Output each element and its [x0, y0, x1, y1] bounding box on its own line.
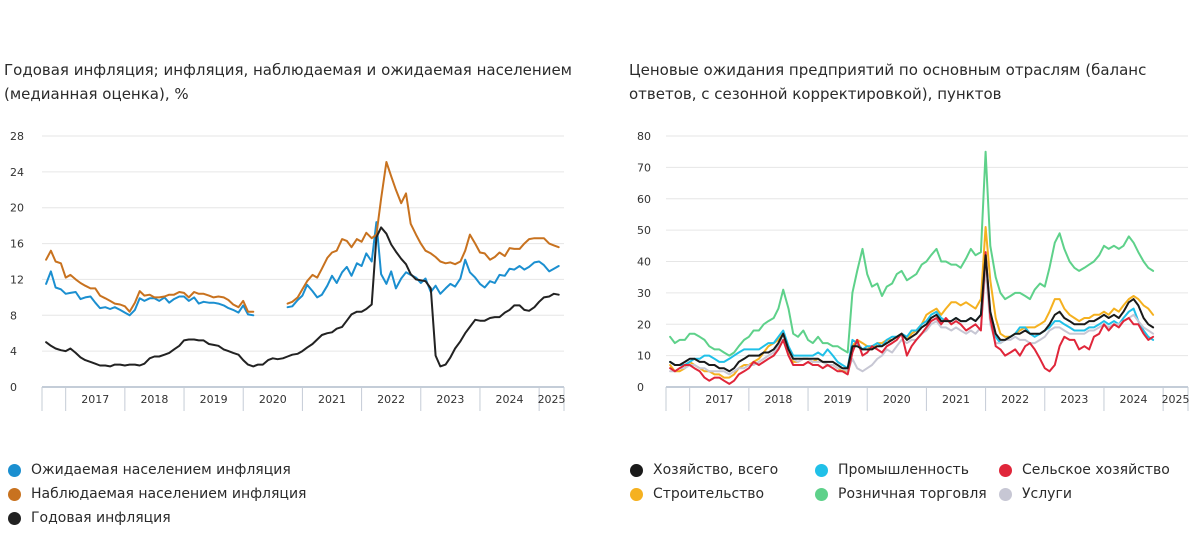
y-tick-label: 0 — [637, 381, 644, 394]
series-line-industry — [669, 260, 1155, 370]
legend-dot-icon — [999, 487, 1012, 501]
series-path — [45, 226, 560, 368]
right-chart: 0 10 20 30 40 50 60 70 80 2017 2018 2019 2020 2021 202… — [637, 130, 1190, 411]
x-tick-label: 2020 — [259, 393, 287, 406]
x-tick-label: 2022 — [1001, 393, 1029, 406]
x-tick-label: 2021 — [318, 393, 346, 406]
x-tick-label: 2020 — [883, 393, 911, 406]
legend-dot-icon — [8, 487, 21, 501]
legend-dot-icon — [630, 463, 643, 477]
y-tick-label: 80 — [637, 130, 651, 143]
legend-dot-icon — [8, 463, 21, 477]
series-line-economy — [669, 254, 1155, 373]
x-tick-label: 2023 — [1060, 393, 1088, 406]
legend-label: Сельское хозяйство — [1022, 462, 1170, 478]
series-path — [669, 226, 1155, 379]
x-tick-label: 2024 — [1120, 393, 1148, 406]
y-tick-label: 20 — [637, 318, 651, 331]
x-tick-label: 2023 — [436, 393, 464, 406]
series-lines — [669, 150, 1155, 385]
x-tick-label: 2019 — [200, 393, 228, 406]
y-tick-label: 30 — [637, 287, 651, 300]
legend-dot-icon — [815, 487, 828, 501]
y-tick-label: 4 — [10, 345, 17, 358]
x-tick-label: 2017 — [81, 393, 109, 406]
series-line-observed — [45, 161, 560, 313]
legend-item-construction[interactable]: Строительство — [630, 486, 764, 502]
x-axis: 2017 2018 2019 2020 2021 2022 2023 2024 2025 — [41, 386, 566, 411]
x-tick-label: 2019 — [824, 393, 852, 406]
x-tick-label: 2025 — [538, 393, 566, 406]
grid: 0 4 8 12 16 20 24 28 — [10, 130, 564, 394]
y-tick-label: 8 — [10, 309, 17, 322]
x-tick-label: 2021 — [942, 393, 970, 406]
series-line-inflation — [45, 226, 560, 368]
series-path — [45, 270, 255, 317]
legend-label: Строительство — [653, 486, 765, 502]
legend-item-inflation[interactable]: Годовая инфляция — [8, 510, 171, 526]
x-tick-label: 2024 — [496, 393, 524, 406]
y-tick-label: 28 — [10, 130, 24, 143]
series-path — [286, 161, 560, 305]
series-line-agriculture — [669, 251, 1155, 385]
x-tick-label: 2025 — [1162, 393, 1190, 406]
legend-dot-icon — [630, 487, 643, 501]
legend-label: Услуги — [1022, 486, 1072, 502]
legend-label: Промышленность — [838, 462, 969, 478]
y-tick-label: 12 — [10, 273, 24, 286]
series-path — [669, 150, 1155, 357]
grid: 0 10 20 30 40 50 60 70 80 — [637, 130, 1188, 394]
legend-item-services[interactable]: Услуги — [999, 486, 1072, 502]
x-tick-label: 2022 — [377, 393, 405, 406]
x-tick-label: 2017 — [705, 393, 733, 406]
legend-item-observed[interactable]: Наблюдаемая населением инфляция — [8, 486, 306, 502]
legend-label: Наблюдаемая населением инфляция — [31, 486, 307, 502]
legend-label: Розничная торговля — [838, 486, 987, 502]
legend-label: Ожидаемая населением инфляция — [31, 462, 291, 478]
x-axis: 2017 2018 2019 2020 2021 2022 2023 2024 2025 — [665, 386, 1190, 411]
y-tick-label: 16 — [10, 238, 24, 251]
legend-item-industry[interactable]: Промышленность — [815, 462, 969, 478]
y-tick-label: 40 — [637, 256, 651, 269]
series-path — [45, 249, 255, 313]
series-path — [669, 254, 1155, 373]
x-tick-label: 2018 — [140, 393, 168, 406]
legend-dot-icon — [815, 463, 828, 477]
y-tick-label: 70 — [637, 161, 651, 174]
legend-item-economy[interactable]: Хозяйство, всего — [630, 462, 778, 478]
series-line-retail — [669, 150, 1155, 357]
legend-item-agriculture[interactable]: Сельское хозяйство — [999, 462, 1170, 478]
right-chart-title: Ценовые ожидания предприятий по основным… — [629, 61, 1147, 103]
y-tick-label: 10 — [637, 350, 651, 363]
legend-dot-icon — [999, 463, 1012, 477]
y-tick-label: 20 — [10, 202, 24, 215]
left-chart-title: Годовая инфляция; инфляция, наблюдаемая … — [4, 61, 572, 103]
series-path — [669, 260, 1155, 370]
series-line-expected — [45, 221, 560, 317]
legend-label: Хозяйство, всего — [653, 462, 779, 478]
y-tick-label: 50 — [637, 224, 651, 237]
legend-item-expected[interactable]: Ожидаемая населением инфляция — [8, 462, 291, 478]
series-path — [669, 251, 1155, 385]
legend-dot-icon — [8, 511, 21, 525]
x-tick-label: 2018 — [764, 393, 792, 406]
legend-label: Годовая инфляция — [31, 510, 171, 526]
series-line-construction — [669, 226, 1155, 379]
legend-item-retail[interactable]: Розничная торговля — [815, 486, 987, 502]
series-path — [286, 221, 560, 309]
y-tick-label: 0 — [10, 381, 17, 394]
y-tick-label: 24 — [10, 166, 24, 179]
series-lines — [45, 161, 560, 368]
y-tick-label: 60 — [637, 193, 651, 206]
